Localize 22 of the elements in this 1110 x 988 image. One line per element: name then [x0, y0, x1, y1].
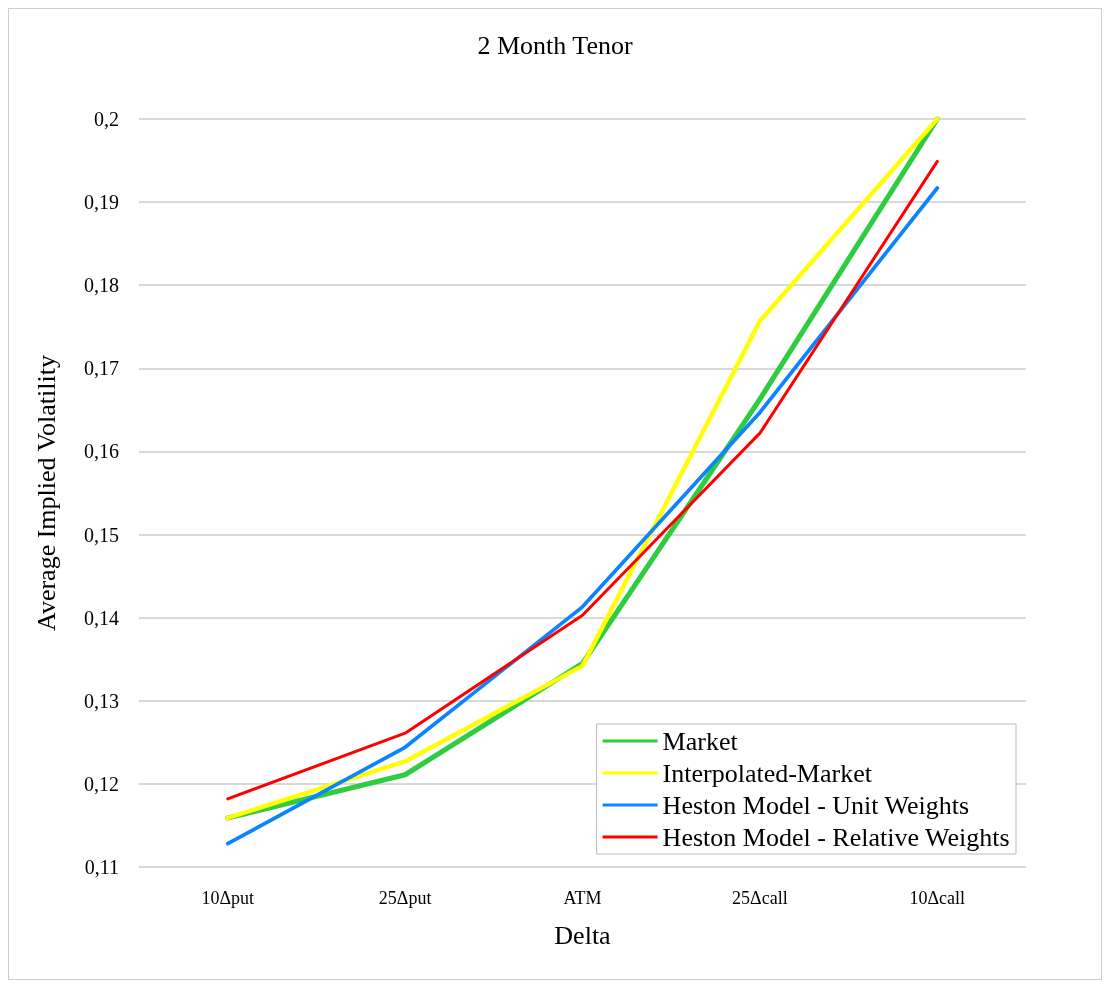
y-tick-label: 0,16 [84, 440, 119, 463]
y-tick-label: 0,14 [84, 606, 119, 629]
y-tick-label: 0,19 [84, 191, 119, 214]
y-tick-label: 0,11 [84, 856, 119, 878]
y-axis-title: Average Implied Volatility [31, 355, 61, 631]
y-tick-label: 0,13 [84, 689, 119, 712]
legend-label: Heston Model - Relative Weights [662, 822, 1010, 852]
y-tick-label: 0,12 [84, 772, 119, 795]
legend-label: Market [662, 726, 739, 756]
y-tick-label: 0,2 [94, 108, 119, 130]
x-tick-label: 10Δcall [909, 888, 966, 908]
legend-label: Interpolated-Market [662, 758, 873, 788]
legend-label: Heston Model - Unit Weights [662, 790, 970, 820]
x-tick-label: 10Δput [201, 888, 254, 908]
y-tick-label: 0,17 [84, 357, 119, 380]
chart-title: 2 Month Tenor [477, 30, 633, 60]
x-tick-label: 25Δcall [732, 888, 788, 908]
y-tick-label: 0,15 [84, 523, 119, 546]
x-tick-label: 25Δput [378, 888, 432, 908]
x-tick-label: ATM [563, 888, 602, 908]
x-axis-title: Delta [554, 920, 612, 950]
y-tick-label: 0,18 [84, 274, 119, 297]
